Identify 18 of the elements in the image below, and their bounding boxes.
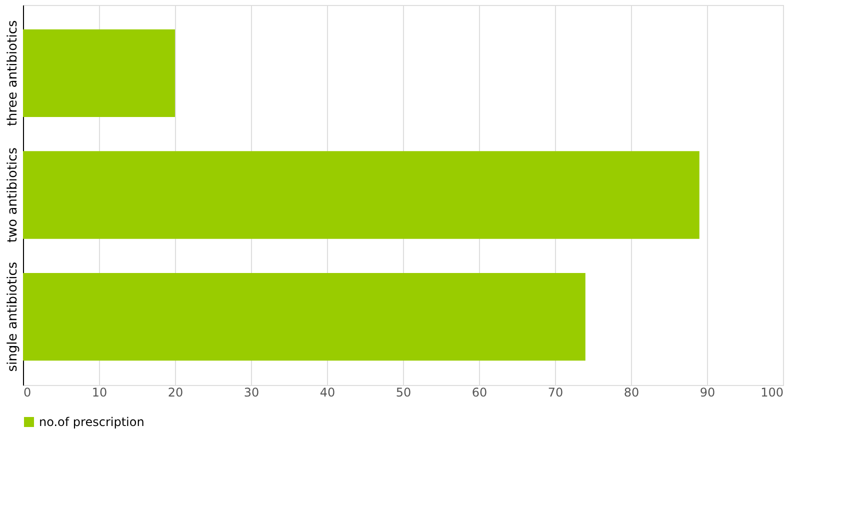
- x-tick-label: 10: [92, 386, 108, 400]
- x-tick-label: 60: [472, 386, 488, 400]
- legend-label: no.of prescription: [39, 415, 144, 429]
- x-tick-label: 0: [24, 386, 32, 400]
- x-tick-label: 20: [168, 386, 184, 400]
- x-tick-label: 50: [396, 386, 412, 400]
- bar: [23, 29, 175, 118]
- x-tick-label: 40: [320, 386, 336, 400]
- x-tick-label: 30: [244, 386, 260, 400]
- y-tick-label: two antibiotics: [6, 147, 20, 243]
- x-tick-label: 90: [700, 386, 716, 400]
- bar: [23, 151, 700, 239]
- x-tick-label: 80: [624, 386, 640, 400]
- x-tick-label: 70: [548, 386, 564, 400]
- y-tick-label: single antibiotics: [6, 262, 20, 372]
- x-tick-label: 100: [760, 386, 784, 400]
- y-tick-label: three antibiotics: [6, 20, 20, 126]
- bar: [23, 272, 586, 361]
